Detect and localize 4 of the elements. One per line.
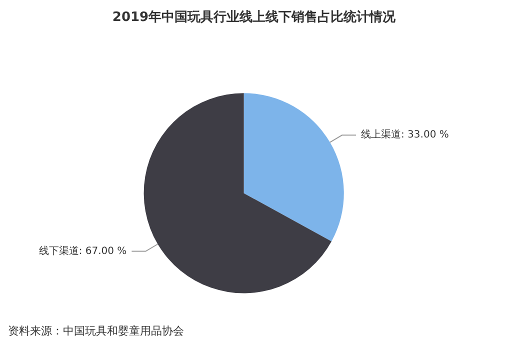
chart-title: 2019年中国玩具行业线上线下销售占比统计情况 (112, 9, 397, 25)
slice-label: 线下渠道: 67.00 % (38, 244, 127, 257)
slice-label: 线上渠道: 33.00 % (361, 128, 449, 141)
text: 资料来源：中国玩具和婴童用品协会 (8, 324, 184, 338)
